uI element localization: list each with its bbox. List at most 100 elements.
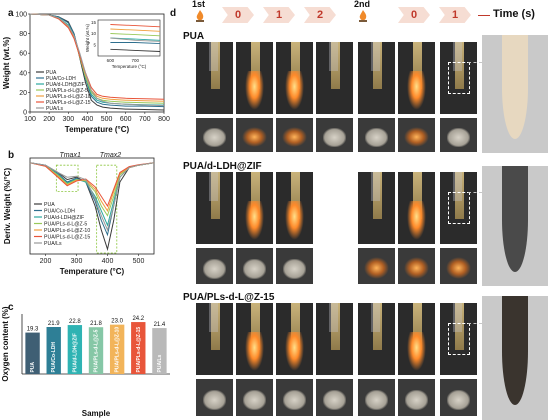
ash-residue (323, 390, 346, 411)
x-tick-label: 600 (120, 116, 132, 123)
zoom-region-box (448, 192, 470, 224)
zoomed-char-photo (482, 166, 548, 286)
category-label: PUA/PLs-d-L@Z-10 (115, 327, 121, 373)
flame (407, 200, 426, 241)
zoomed-char-photo (482, 296, 548, 420)
inset-y-label: Weight (wt.%) (85, 24, 90, 52)
zoom-region-box (448, 323, 470, 355)
sample-rod (372, 42, 382, 89)
x-tick-label: 300 (71, 258, 83, 265)
ash-residue (447, 390, 470, 411)
flame (245, 200, 264, 241)
flame-test-photo (316, 42, 353, 114)
legend-entry: PUA/Ls (44, 241, 62, 247)
x-axis-label: Temperature (°C) (60, 267, 125, 276)
bar-value-label: 23.0 (111, 319, 123, 325)
sample-rod (210, 172, 220, 219)
flame-test-photo (236, 303, 273, 375)
drip-photo (236, 248, 273, 284)
smoke (208, 303, 219, 332)
drip-photo (398, 248, 435, 284)
drip-photo (358, 248, 395, 284)
dtg-chart: 200 300 400 500 Temperature (°C) Deriv. Weigh… (3, 152, 155, 276)
drip-photo (398, 379, 435, 416)
y-tick-label: 40 (19, 70, 27, 77)
sample-rod (454, 303, 464, 350)
flame (285, 200, 304, 241)
x-tick-label: 400 (82, 116, 94, 123)
sample-rod (210, 42, 220, 89)
ash-residue (203, 128, 226, 147)
ash-residue (203, 258, 226, 279)
smoke (370, 303, 381, 332)
drip-photo (440, 379, 477, 416)
bar (88, 327, 104, 374)
tmax2-annotation: Tmax2 (100, 152, 122, 159)
sample-rod (250, 303, 260, 350)
y-tick-label: 80 (19, 31, 27, 38)
bar (46, 326, 61, 374)
flame-test-photo (276, 172, 313, 244)
tmax1-region (55, 164, 79, 193)
loi-bar-chart: Oxygen content (%) Sample 19.3 PUA 21.9 PUA/C… (1, 306, 170, 418)
smoke (208, 172, 219, 201)
time-axis-line (478, 15, 490, 16)
smoke (370, 172, 381, 201)
flame-test-photo (358, 42, 395, 114)
bar-value-label: 21.9 (48, 321, 60, 327)
x-tick-label: 400 (102, 258, 114, 265)
legend-entry: PUA/Ls (46, 106, 63, 112)
x-tick-label: 200 (43, 116, 55, 123)
zoomed-char-photo (482, 35, 548, 153)
panel-label-c: c (8, 302, 14, 313)
flame-test-photo (196, 172, 233, 244)
drip-photo (196, 379, 233, 416)
inset-y-tick-label: 15 (91, 20, 97, 25)
flame-test-photo (196, 42, 233, 114)
char-tip (501, 35, 529, 139)
legend-entry: PUA/PLs-d-L@Z-5 (44, 222, 87, 228)
flame-test-photo (398, 303, 435, 375)
sample-rod (250, 172, 260, 219)
tmax1-annotation: Tmax1 (59, 152, 80, 159)
flame-test-photo (276, 42, 313, 114)
legend-entry: PUA/Co-LDH (44, 209, 75, 215)
round-2-label: 2nd (354, 0, 371, 9)
inset-series-line (110, 37, 161, 42)
ash-residue (365, 128, 388, 147)
drip-photo (276, 379, 313, 416)
y-tick-label: 60 (19, 51, 27, 58)
round-1-label: 1st (192, 0, 206, 9)
legend-entry: PUA (46, 70, 57, 76)
inset-series-line (110, 42, 161, 45)
char-tip (501, 296, 529, 406)
drip-photo (196, 118, 233, 152)
panel-label-b: b (8, 150, 15, 161)
bar (152, 328, 167, 374)
bar-value-label: 21.8 (90, 321, 102, 327)
drip-photo (316, 118, 353, 152)
flame-test-photo (398, 172, 435, 244)
smoke (208, 42, 219, 71)
char-tip (501, 166, 529, 272)
legend-entry: PUA (44, 202, 55, 208)
bar (109, 324, 125, 374)
legend-entry: PUA/PLs-d-L@Z-15 (44, 235, 90, 241)
time-step-2-0: 0 (398, 7, 430, 23)
zoom-connector (468, 62, 482, 63)
legend-entry: PUA/PLs-d-L@Z-10 (46, 94, 91, 100)
ash-residue (243, 258, 266, 279)
series-line (29, 162, 155, 208)
bar (131, 322, 146, 374)
tmax2-region (96, 164, 118, 254)
tga-chart: 0 20 40 60 80 100 100 200 300 400 500 600 700 800 Temp… (2, 12, 170, 135)
y-tick-label: 100 (15, 12, 27, 19)
flame-test-photo (316, 303, 353, 375)
sample-rod (412, 303, 422, 350)
panel-label-a: a (8, 8, 14, 19)
inset-y-tick-label: 10 (91, 31, 97, 36)
drip-photo (196, 248, 233, 284)
flame-test-photo (440, 303, 477, 375)
ash-residue (365, 390, 388, 411)
plot-frame (29, 13, 165, 113)
